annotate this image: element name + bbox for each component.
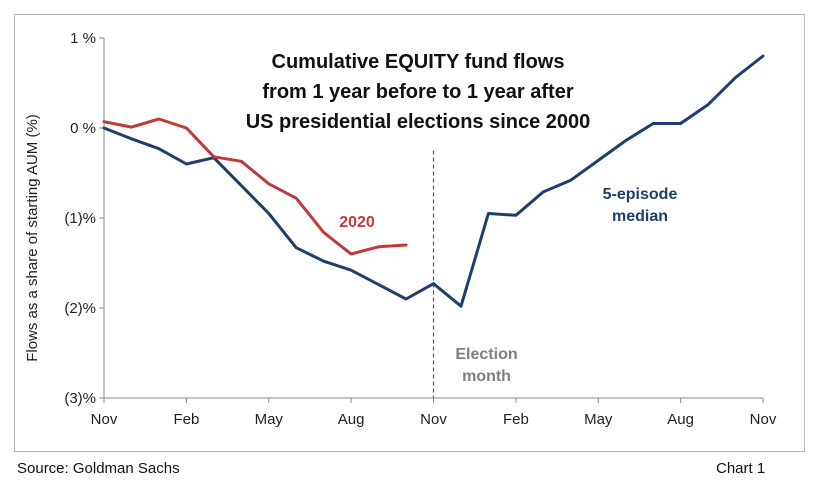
x-tick-label: Aug: [338, 411, 365, 428]
y-tick-label: 0 %: [70, 120, 96, 137]
series-2020-line: [102, 117, 408, 256]
chart-title-line: US presidential elections since 2000: [246, 111, 591, 133]
chart-frame: 1 % 0 % (1)% (2)% (3)% Nov Feb May Aug Nov Feb May A…: [14, 14, 805, 452]
series-2020-label: 2020: [339, 214, 375, 231]
y-tick-label: (2)%: [64, 300, 96, 317]
x-tick-label: Feb: [503, 411, 529, 428]
x-tick-label: May: [584, 411, 613, 428]
x-tick-label: Feb: [173, 411, 199, 428]
x-tick-label: Aug: [667, 411, 694, 428]
median-series-label: median: [612, 208, 668, 225]
y-tick-label: (1)%: [64, 210, 96, 227]
y-tick-label: 1 %: [70, 30, 96, 47]
x-tick-label: Nov: [91, 411, 118, 428]
chart-title-line: Cumulative EQUITY fund flows: [272, 51, 565, 73]
x-tick-label: Nov: [750, 411, 777, 428]
election-month-label: Election: [455, 346, 517, 363]
chart-title: Cumulative EQUITY fund flows from 1 year …: [246, 51, 591, 133]
median-series-label: 5-episode: [603, 186, 678, 203]
chart-title-line: from 1 year before to 1 year after: [262, 81, 573, 103]
series-labels: 5-episode median 2020: [339, 186, 677, 231]
y-axis-label: Flows as a share of starting AUM (%): [24, 114, 41, 362]
axes: 1 % 0 % (1)% (2)% (3)% Nov Feb May Aug Nov Feb May A…: [24, 30, 777, 428]
annotations: Election month: [432, 150, 518, 398]
series-lines: [102, 54, 765, 308]
x-tick-label: Nov: [420, 411, 447, 428]
election-month-label: month: [462, 368, 511, 385]
source-note: Source: Goldman Sachs: [17, 460, 180, 477]
y-tick-label: (3)%: [64, 390, 96, 407]
chart-number: Chart 1: [716, 460, 766, 477]
x-tick-label: May: [255, 411, 284, 428]
line-chart: 1 % 0 % (1)% (2)% (3)% Nov Feb May Aug Nov Feb May A…: [24, 30, 777, 428]
